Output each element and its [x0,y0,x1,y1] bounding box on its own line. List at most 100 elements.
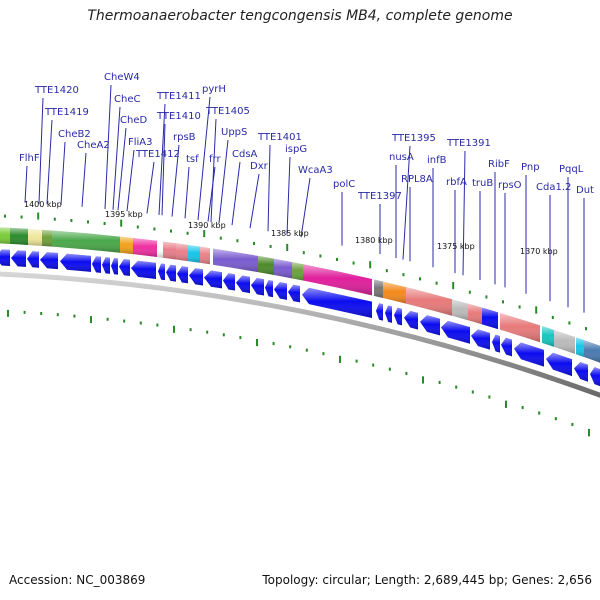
category-segment-shade [176,243,188,262]
category-segment-shade [0,227,10,244]
gene-arrow-shade [40,252,58,270]
category-segment-shade [292,262,303,281]
gene-arrow-shade [546,352,572,377]
gene-arrow-shade [501,337,512,357]
leader-line [267,144,271,232]
gene-arrow-shade [204,270,222,289]
gene-label: pyrH [202,84,226,95]
category-segment-shade [452,299,468,321]
gene-label: RPL8A [401,174,433,185]
leader-line [60,141,66,206]
gene-label: CheC [114,94,140,105]
scale-label: 1385 kbp [271,229,309,238]
gene-arrow-shade [102,257,110,274]
category-segment-shade [576,337,584,358]
category-segment-shade [10,227,28,245]
leader-line [210,118,217,223]
gene-label: CdsA [232,149,258,160]
category-segment-shade [213,248,258,273]
category-segment-shade [383,281,406,304]
gene-label: frr [209,154,221,165]
gene-arrow-shade [177,266,188,284]
gene-arrow-shade [404,310,418,330]
gene-arrow-shade [492,334,500,353]
accession-text: Accession: NC_003869 [9,573,146,587]
leader-line [81,152,87,207]
inner-tick-marks [7,309,590,437]
gene-label: CheW4 [104,72,140,83]
gene-label: CheA2 [77,140,110,151]
gene-arrow-shade [158,263,165,281]
category-segment-shade [188,244,200,263]
gene-arrow-track [0,249,600,387]
gene-label: infB [427,155,447,166]
gene-arrow-shade [223,273,235,291]
gene-label: rpsO [498,180,522,191]
category-segment-shade [163,241,176,260]
gene-arrow-shade [0,249,10,266]
gene-arrow-shade [471,329,490,350]
leader-line [24,165,28,203]
gene-label: TTE1419 [44,107,89,118]
leader-line [300,177,311,238]
category-segment-shade [157,240,163,258]
gene-arrow-shade [420,315,440,336]
category-segment-shade [482,307,498,330]
category-segment-shade [500,312,540,343]
gene-label: nusA [389,152,414,163]
category-segment-shade [274,258,292,279]
category-segment-shade [303,264,372,296]
leader-line [249,173,260,229]
functional-category-track [0,227,600,363]
leader-line [146,161,155,214]
category-segment-shade [584,340,600,363]
category-segment-shade [133,238,157,257]
gene-label: TTE1401 [257,132,302,143]
leader-line [218,139,229,224]
leader-line [197,96,211,221]
gene-label: RibF [488,159,510,170]
gene-label: WcaA3 [298,165,333,176]
leader-line [207,166,216,222]
gene-label: CheD [120,115,147,126]
leader-line [126,149,135,212]
gene-arrow-shade [302,287,372,319]
leader-line [402,145,411,260]
gene-label: TTE1391 [446,138,491,149]
gene-arrow-shade [394,307,402,326]
gene-arrow-shade [119,259,130,276]
gene-arrow-shade [265,280,273,298]
gene-arrow-shade [236,275,250,294]
scale-label-group: 1400 kbp 1395 kbp 1390 kbp 1385 kbp 1380 kbp… [24,200,558,256]
category-segment-shade [542,326,554,347]
gene-arrow-shade [11,250,26,267]
category-segment-shade [52,230,120,253]
category-segment-shade [42,229,52,247]
gene-arrow-shade [60,253,91,272]
gene-label: TTE1410 [156,111,201,122]
leader-line [112,106,121,210]
gene-label: Dxr [250,161,269,172]
gene-label: polC [333,179,355,190]
label-leader-lines [24,84,585,313]
gene-label: ispG [285,144,307,155]
category-segment-shade [468,303,482,325]
gene-arrow-shade [274,282,287,300]
scale-label: 1380 kbp [355,236,393,245]
scale-label: 1370 kbp [520,247,558,256]
gene-label: UppS [221,127,247,138]
outer-tick-marks [4,212,587,331]
gene-label: PqqL [559,164,584,175]
gene-label: CheB2 [58,129,91,140]
category-segment-shade [406,287,452,316]
gene-arrow-shade [288,284,300,303]
gene-label: rpsB [173,132,196,143]
leader-line [38,97,44,204]
gene-label: rbfA [446,177,467,188]
category-segment-shade [554,329,575,354]
leader-line [46,119,53,205]
category-segment-shade [258,255,274,275]
gene-arrow-shade [189,268,203,286]
